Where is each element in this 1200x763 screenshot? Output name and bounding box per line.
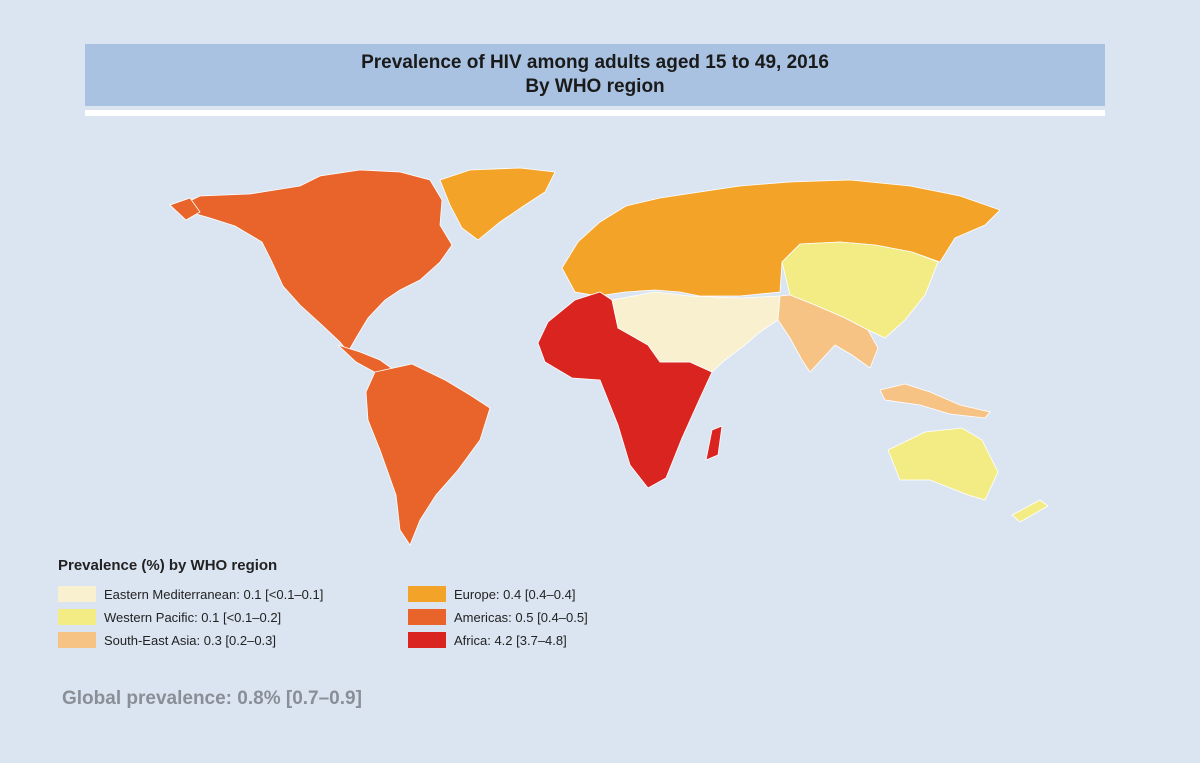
south-america-shape [365,363,491,546]
legend-swatch [58,609,96,625]
legend-item: Western Pacific: 0.1 [<0.1–0.2] [58,609,408,625]
legend-label: Europe: 0.4 [0.4–0.4] [454,586,576,602]
legend-label: Americas: 0.5 [0.4–0.5] [454,609,588,625]
legend-item: Americas: 0.5 [0.4–0.5] [408,609,658,625]
region-western-pacific [781,241,1049,523]
australia-shape [887,427,999,501]
title-line-2: By WHO region [525,76,665,97]
legend: Prevalence (%) by WHO region Eastern Med… [58,557,658,648]
title-line-1: Prevalence of HIV among adults aged 15 t… [361,52,829,73]
new-zealand-shape [1011,499,1049,523]
alaska-shape [169,197,201,221]
legend-items: Eastern Mediterranean: 0.1 [<0.1–0.1] Eur… [58,586,658,648]
greenland-shape [439,167,556,241]
title-divider [85,110,1105,116]
europe-russia-shape [561,179,1001,297]
legend-swatch [408,609,446,625]
madagascar-shape [705,425,723,461]
north-africa-middle-east-shape [611,291,781,373]
region-europe [439,167,1001,297]
south-asia-shape [777,294,879,373]
legend-item: South-East Asia: 0.3 [0.2–0.3] [58,632,408,648]
legend-swatch [408,632,446,648]
legend-swatch [58,586,96,602]
map-title: Prevalence of HIV among adults aged 15 t… [85,44,1105,106]
indonesia-shape [879,383,991,419]
legend-item: Europe: 0.4 [0.4–0.4] [408,586,658,602]
legend-item: Africa: 4.2 [3.7–4.8] [408,632,658,648]
legend-label: South-East Asia: 0.3 [0.2–0.3] [104,632,277,648]
legend-label: Eastern Mediterranean: 0.1 [<0.1–0.1] [104,586,324,602]
legend-swatch [408,586,446,602]
region-americas [169,169,491,546]
legend-label: Africa: 4.2 [3.7–4.8] [454,632,567,648]
north-america-shape [173,169,453,353]
region-south-east-asia [777,294,991,419]
legend-item: Eastern Mediterranean: 0.1 [<0.1–0.1] [58,586,408,602]
region-eastern-mediterranean [611,291,781,373]
legend-heading: Prevalence (%) by WHO region [58,557,278,574]
global-prevalence: Global prevalence: 0.8% [0.7–0.9] [62,688,362,709]
legend-swatch [58,632,96,648]
legend-label: Western Pacific: 0.1 [<0.1–0.2] [104,609,282,625]
